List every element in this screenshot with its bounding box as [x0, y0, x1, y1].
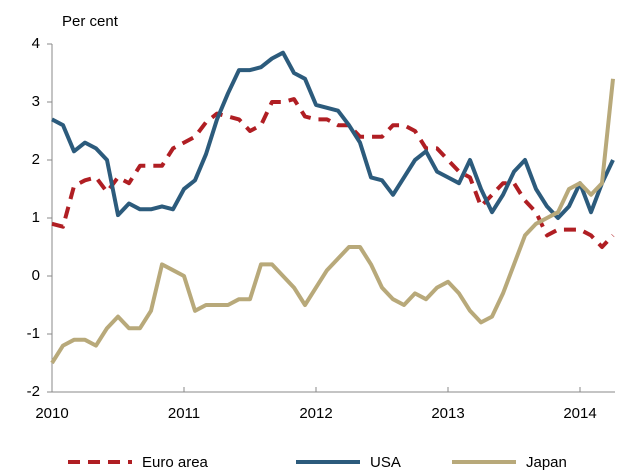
y-tick-label: -1 — [27, 325, 40, 342]
x-tick-label: 2010 — [35, 405, 68, 422]
y-tick-label: -2 — [27, 383, 40, 400]
legend-label: Euro area — [142, 454, 209, 471]
legend-label: USA — [370, 454, 401, 471]
y-tick-label: 4 — [32, 35, 40, 52]
x-tick-label: 2014 — [563, 405, 596, 422]
x-tick-label: 2011 — [168, 405, 200, 422]
y-axis-label: Per cent — [62, 13, 119, 30]
y-tick-label: 0 — [32, 267, 40, 284]
series-line — [50, 78, 615, 365]
x-tick-label: 2012 — [299, 405, 332, 422]
y-tick-label: 2 — [32, 151, 40, 168]
series-line — [51, 50, 615, 220]
series-line — [51, 97, 615, 249]
legend-label: Japan — [526, 454, 567, 471]
x-tick-label: 2013 — [431, 405, 464, 422]
y-tick-label: 1 — [32, 209, 40, 226]
y-tick-label: 3 — [32, 93, 40, 110]
